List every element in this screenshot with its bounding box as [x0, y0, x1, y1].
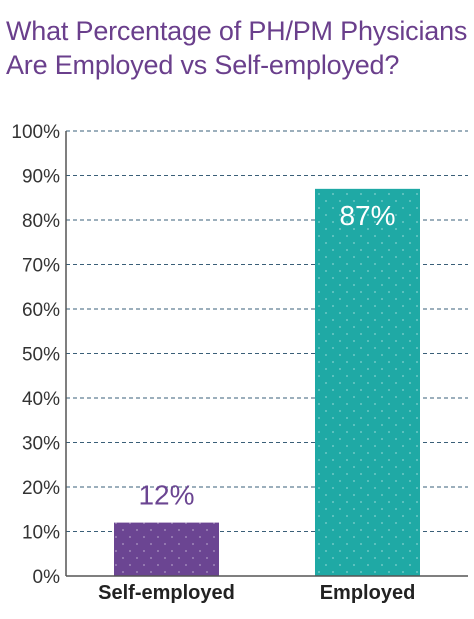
- x-category-label: Employed: [320, 582, 416, 604]
- axes: [65, 131, 468, 577]
- bar-texture: [114, 522, 219, 576]
- y-tick-label: 30%: [22, 434, 60, 455]
- chart-title: What Percentage of PH/PM Physicians Are …: [6, 14, 468, 82]
- chart-title-line-1: What Percentage of PH/PM Physicians: [6, 16, 468, 46]
- y-tick-label: 60%: [22, 300, 60, 321]
- x-axis-category-labels: Self-employed Employed: [98, 582, 415, 604]
- bar-texture: [315, 188, 420, 576]
- y-tick-label: 20%: [22, 478, 60, 499]
- y-tick-label: 50%: [22, 345, 60, 366]
- y-axis-tick-labels: 0% 10% 20% 30% 40% 50% 60% 70% 80% 90% 100%: [11, 122, 60, 588]
- data-label: 87%: [339, 200, 395, 231]
- chart-title-line-2: Are Employed vs Self-employed?: [6, 50, 400, 80]
- y-tick-label: 80%: [22, 211, 60, 232]
- data-labels: 12% 87%: [138, 200, 395, 511]
- bars: [114, 188, 420, 576]
- y-tick-label: 10%: [22, 523, 60, 544]
- y-tick-label: 40%: [22, 389, 60, 410]
- data-label: 12%: [138, 480, 194, 511]
- y-tick-label: 0%: [33, 567, 61, 588]
- y-tick-label: 100%: [11, 122, 60, 143]
- y-tick-label: 90%: [22, 167, 60, 188]
- y-tick-label: 70%: [22, 256, 60, 277]
- x-category-label: Self-employed: [98, 582, 235, 604]
